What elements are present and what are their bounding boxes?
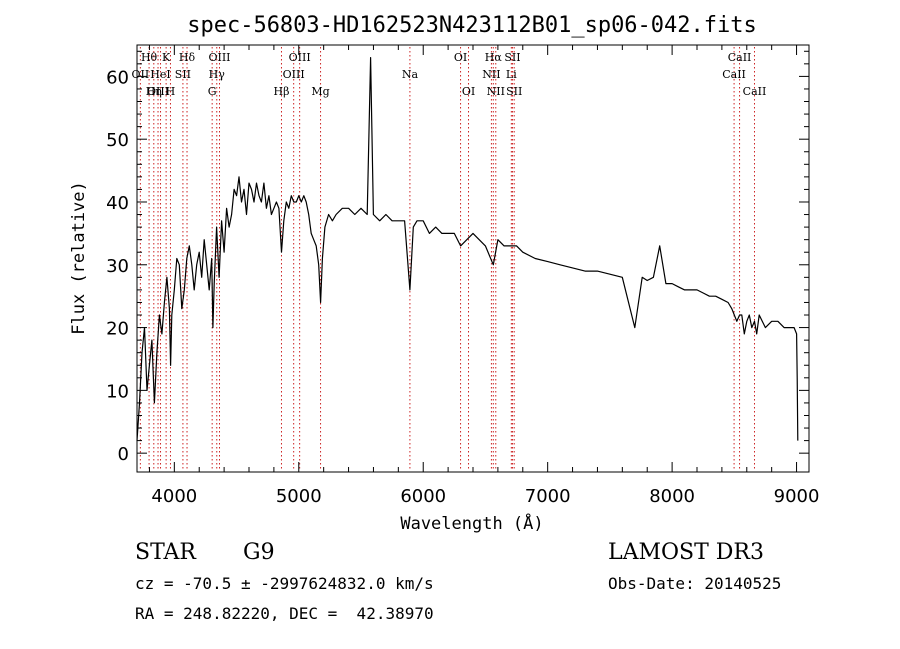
line-label-18: OI [462,85,475,98]
object-subclass: G9 [243,540,275,565]
line-label-20: SII [504,51,520,64]
line-label-9: OIII [208,51,230,64]
line-label-15: Mg [311,85,329,98]
spectrum-series-0 [136,56,799,441]
line-label-4: HeI [150,68,170,81]
observation-date: Obs-Date: 20140525 [608,574,782,593]
line-label-22: Li [506,68,517,81]
line-label-19: Hα [485,51,503,64]
line-marker-layer [139,47,755,471]
line-label-6: SII [175,68,191,81]
object-class: STAR [135,540,196,565]
series-layer [136,56,799,441]
line-label-1: OII [132,68,150,81]
x-tick-label-3: 7000 [525,486,571,507]
line-label-24: SII [506,85,522,98]
line-label-8: Hδ [179,51,196,64]
line-label-16: Na [402,68,419,81]
line-label-layer: Hθ OII OIII K HeI Hη SII H Hδ OIII Hγ G Hβ OIII OIII Mg… [132,51,767,98]
line-label-5: Hη [146,85,162,98]
x-tick-label-0: 4000 [151,486,197,507]
line-label-23: NII [487,85,505,98]
line-label-27: CaII [743,85,767,98]
x-axis-label: Wavelength (Å) [400,512,543,534]
line-label-26: CaII [722,68,746,81]
line-label-25: CaII [728,51,752,64]
y-tick-label-3: 30 [106,256,129,277]
y-tick-label-2: 20 [106,319,129,340]
line-label-0: Hθ [141,51,158,64]
y-tick-label-4: 40 [106,193,129,214]
y-tick-label-1: 10 [106,381,129,402]
line-label-2: OIII [147,85,169,98]
line-label-17: OI [454,51,467,64]
y-tick-label-5: 50 [106,130,129,151]
velocity-readout: cz = -70.5 ± -2997624832.0 km/s [135,574,434,593]
line-label-21: NII [482,68,500,81]
y-axis-label: Flux (relative) [69,181,89,335]
y-tick-label-6: 60 [106,67,129,88]
x-tick-label-1: 5000 [276,486,322,507]
line-label-3: K [162,51,171,64]
axis-tick-layer: 4000 5000 6000 7000 8000 9000 0 10 20 30 40 50 60 [106,45,819,507]
line-label-11: G [208,85,217,98]
line-label-7: H [166,85,176,98]
y-tick-label-0: 0 [118,444,129,465]
x-tick-label-4: 8000 [649,486,695,507]
line-label-14: OIII [283,68,305,81]
line-label-12: Hβ [274,85,290,98]
chart-title: spec-56803-HD162523N423112B01_sp06-042.f… [187,13,757,38]
plot-frame [136,44,810,473]
line-label-10: Hγ [209,68,226,81]
x-tick-label-5: 9000 [774,486,820,507]
survey-name: LAMOST DR3 [608,540,764,565]
line-label-13: OIII [289,51,311,64]
coordinates-readout: RA = 248.82220, DEC = 42.38970 [135,604,434,623]
x-tick-label-2: 6000 [400,486,446,507]
